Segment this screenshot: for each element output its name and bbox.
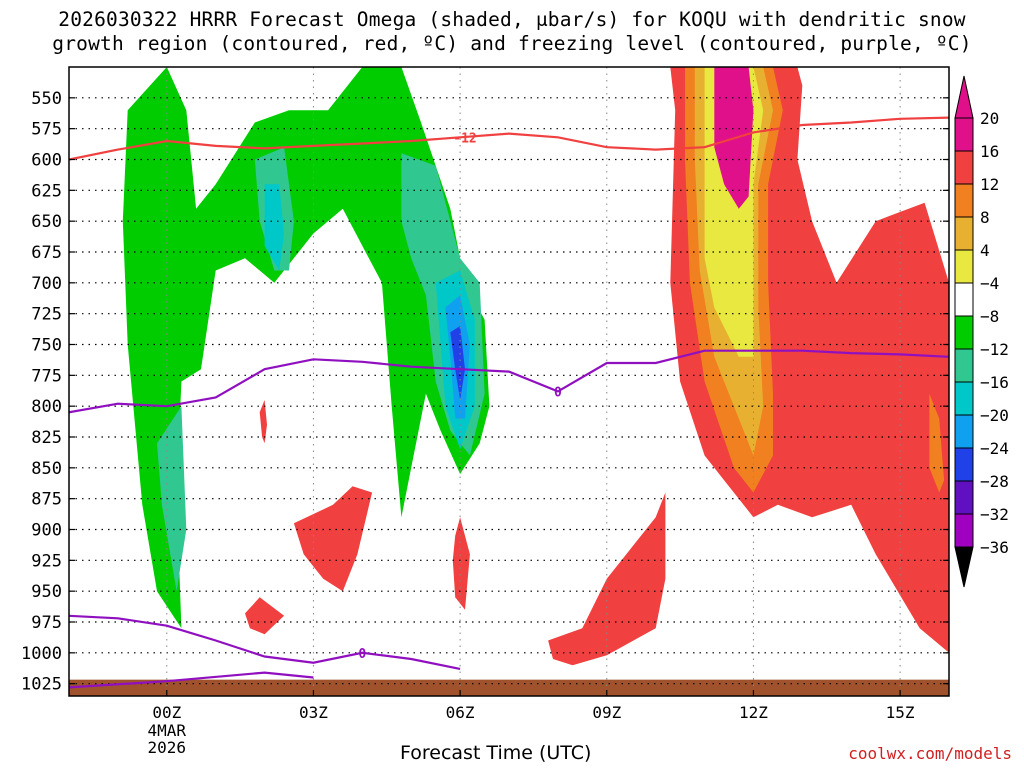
- freezing-level-surface: [69, 671, 314, 689]
- colorbar-top-arrow: [954, 75, 974, 119]
- y-tick-label-650: 650: [31, 212, 62, 232]
- colorbar-label-9: −20: [980, 406, 1009, 425]
- omega-region-5: [264, 184, 285, 271]
- freezing-level-upper: [69, 349, 949, 414]
- chart-title: 2026030322 HRRR Forecast Omega (shaded, …: [0, 8, 1024, 56]
- y-tick-label-750: 750: [31, 336, 62, 356]
- contour-lines: -12 0 0: [69, 116, 949, 689]
- colorbar-label-3: 8: [980, 208, 990, 227]
- omega-region-20: [293, 486, 373, 592]
- colorbar-label-13: −36: [980, 538, 1009, 557]
- colorbar-label-10: −24: [980, 439, 1009, 458]
- y-axis: 550 575 600 625 650 675 700 725 750 775 800 825 850 8…: [21, 89, 949, 695]
- colorbar-label-1: 16: [980, 142, 999, 161]
- y-tick-label-725: 725: [31, 305, 62, 325]
- x-tick-label-09Z: 09Z: [592, 703, 621, 722]
- colorbar-bin-2: [954, 183, 974, 218]
- y-tick-label-775: 775: [31, 366, 62, 386]
- colorbar-bin-9: [954, 414, 974, 449]
- terrain-band: [69, 679, 949, 696]
- colorbar-bin-1: [954, 150, 974, 185]
- colorbar-bin-8: [954, 381, 974, 416]
- colorbar-label-6: −8: [980, 307, 999, 326]
- colorbar-label-8: −16: [980, 373, 1009, 392]
- colorbar-label-0: 20: [980, 109, 999, 128]
- x-tick-label-03Z: 03Z: [299, 703, 328, 722]
- colorbar-bin-0: [954, 117, 974, 152]
- freezing-level-lower-label: 0: [358, 647, 366, 662]
- omega-shading: [98, 67, 949, 666]
- y-tick-label-950: 950: [31, 582, 62, 602]
- chart-title-line-1: 2026030322 HRRR Forecast Omega (shaded, …: [58, 8, 966, 31]
- x-tick-label-00Z: 00Z: [152, 703, 181, 722]
- y-tick-label-575: 575: [31, 120, 62, 140]
- colorbar-bin-4: [954, 249, 974, 284]
- omega-region-19: [548, 492, 666, 666]
- x-tick-label-15Z: 15Z: [886, 703, 915, 722]
- omega-region-21: [245, 597, 285, 635]
- chart-title-line-2: growth region (contoured, red, ºC) and f…: [52, 32, 972, 55]
- colorbar-bin-6: [954, 315, 974, 350]
- x-tick-label-12Z: 12Z: [739, 703, 768, 722]
- dgz-contour-line: [69, 116, 949, 161]
- omega-region-9: [533, 110, 588, 228]
- omega-region-1: [122, 67, 490, 629]
- y-tick-label-1025: 1025: [21, 675, 62, 695]
- freezing-level-lower: [69, 614, 461, 670]
- colorbar-bin-12: [954, 513, 974, 548]
- colorbar-label-2: 12: [980, 175, 999, 194]
- colorbar-label-4: 4: [980, 241, 990, 260]
- y-tick-label-675: 675: [31, 243, 62, 263]
- colorbar-bin-11: [954, 480, 974, 515]
- y-tick-label-700: 700: [31, 274, 62, 294]
- colorbar: 20 16 12 8 4 −4 −8 −12 −16 −20 −24 −28 −32 −36: [954, 75, 1009, 588]
- x-date-line-0: 4MAR: [148, 721, 187, 740]
- colorbar-label-7: −12: [980, 340, 1009, 359]
- y-tick-label-800: 800: [31, 397, 62, 417]
- y-tick-label-900: 900: [31, 521, 62, 541]
- credit-text: coolwx.com/models: [848, 744, 1012, 763]
- colorbar-bin-5: [954, 282, 974, 317]
- omega-region-22: [452, 517, 470, 610]
- omega-region-10: [841, 85, 861, 252]
- omega-region-11: [694, 504, 720, 641]
- x-axis-label: Forecast Time (UTC): [400, 742, 592, 764]
- grid-lines: [69, 67, 949, 696]
- colorbar-bin-7: [954, 348, 974, 383]
- omega-region-4: [157, 406, 187, 592]
- colorbar-bin-10: [954, 447, 974, 482]
- y-tick-label-550: 550: [31, 89, 62, 109]
- y-tick-label-625: 625: [31, 181, 62, 201]
- omega-region-23: [259, 400, 267, 444]
- colorbar-label-11: −28: [980, 472, 1009, 491]
- freezing-level-upper-label: 0: [554, 385, 562, 400]
- plot-frame: [68, 66, 950, 697]
- dgz-contour-label: -12: [453, 131, 476, 146]
- y-tick-label-850: 850: [31, 459, 62, 479]
- y-tick-label-975: 975: [31, 613, 62, 633]
- x-date-line-1: 2026: [148, 738, 187, 757]
- y-tick-label-600: 600: [31, 151, 62, 171]
- y-tick-label-925: 925: [31, 551, 62, 571]
- terrain: [69, 679, 949, 696]
- colorbar-label-5: −4: [980, 274, 999, 293]
- y-tick-label-1000: 1000: [21, 644, 62, 664]
- colorbar-bin-3: [954, 216, 974, 251]
- colorbar-bottom-arrow: [954, 546, 974, 588]
- colorbar-label-12: −32: [980, 505, 1009, 524]
- y-tick-label-825: 825: [31, 428, 62, 448]
- y-tick-label-875: 875: [31, 490, 62, 510]
- x-tick-label-06Z: 06Z: [446, 703, 475, 722]
